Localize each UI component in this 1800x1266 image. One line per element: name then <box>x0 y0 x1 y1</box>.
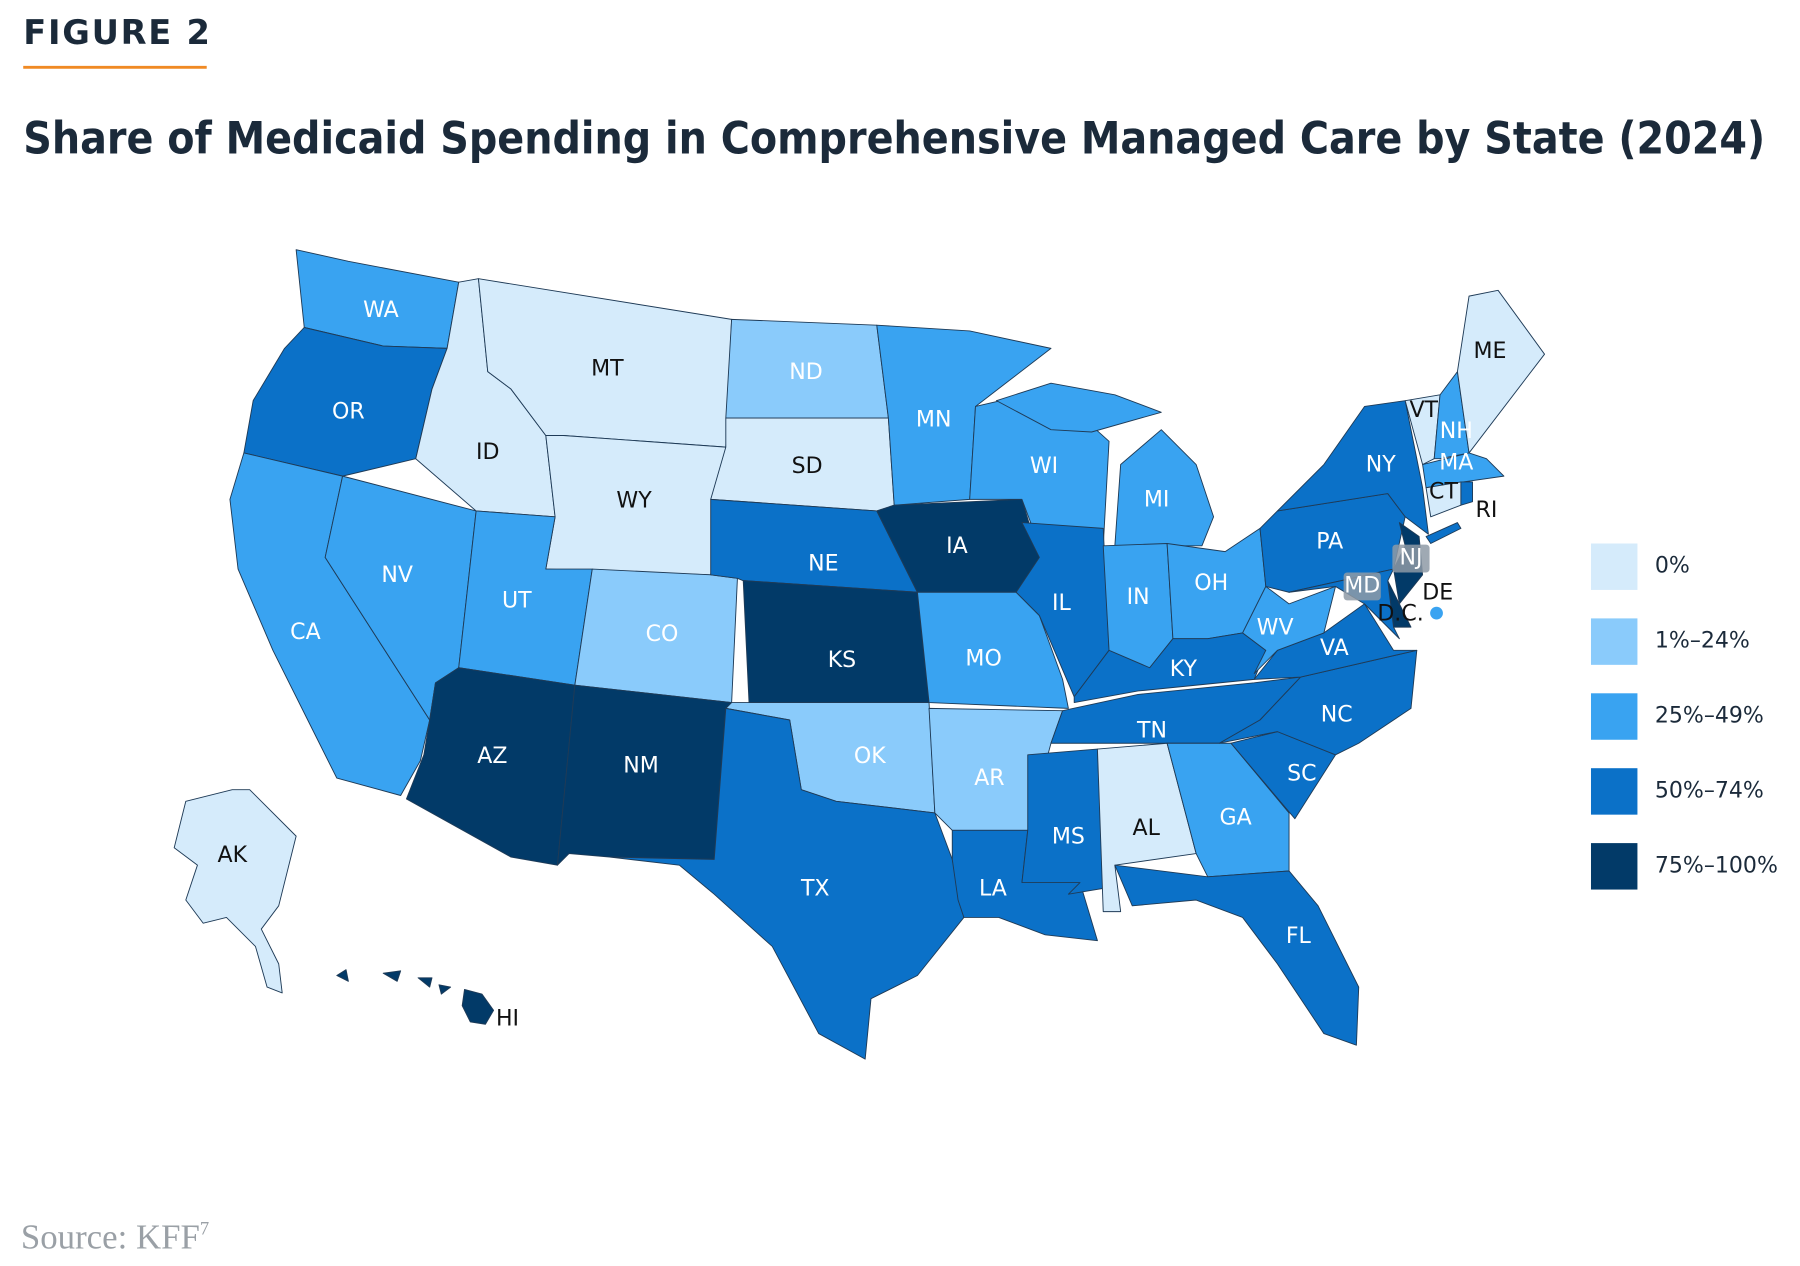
state <box>1460 481 1473 506</box>
state-label: VA <box>1320 636 1349 661</box>
state-label: RI <box>1476 498 1498 523</box>
state-label: CT <box>1429 479 1458 504</box>
state-label: WY <box>616 489 652 514</box>
state-label: MN <box>916 407 952 432</box>
state <box>243 327 448 477</box>
figure-label: FIGURE 2 <box>23 13 211 52</box>
state-label: AL <box>1133 816 1161 841</box>
state-label: SD <box>792 454 823 479</box>
state-label: NV <box>381 563 413 588</box>
legend: 0% 1%–24% 25%–49% 50%–74% 75%–100% <box>1590 543 1778 890</box>
state <box>609 707 965 1060</box>
state-label: ID <box>476 440 499 465</box>
state-label: MI <box>1144 488 1170 513</box>
state <box>742 580 930 704</box>
state <box>1114 864 1360 1046</box>
state-marker <box>1428 605 1445 621</box>
state-label: WV <box>1257 615 1294 640</box>
state-label: HI <box>496 1007 519 1032</box>
state-label: OH <box>1194 571 1228 596</box>
legend-swatch <box>1590 543 1638 590</box>
state-label: VT <box>1409 398 1438 423</box>
state-label: MO <box>965 647 1001 672</box>
state-label: OK <box>854 744 886 769</box>
state-label: D.C. <box>1377 601 1423 626</box>
state <box>173 789 297 994</box>
state <box>574 568 738 704</box>
state-label: CO <box>646 622 679 647</box>
state-label: NE <box>808 551 838 576</box>
label-box <box>1392 544 1430 573</box>
state-label: NH <box>1440 419 1473 444</box>
legend-swatch <box>1590 618 1638 665</box>
state-label: TX <box>800 877 830 902</box>
state-label: TN <box>1136 719 1167 744</box>
legend-swatch <box>1590 843 1638 890</box>
state-label: AK <box>217 843 247 868</box>
state-label: SC <box>1287 762 1316 787</box>
state-label: CA <box>290 620 320 645</box>
state-label: MT <box>591 356 624 381</box>
state-label: GA <box>1220 806 1252 831</box>
state-label: DE <box>1422 580 1453 605</box>
state <box>1456 289 1545 454</box>
legend-label: 75%–100% <box>1655 853 1778 878</box>
label-box <box>1343 572 1381 601</box>
state-label: AR <box>974 766 1004 791</box>
state-label: MD <box>1344 573 1380 598</box>
state-label: KS <box>828 648 856 673</box>
state-label: OR <box>332 399 365 424</box>
legend-swatch <box>1590 768 1638 815</box>
state-label: ND <box>789 360 822 385</box>
state-label: KY <box>1170 657 1198 682</box>
chart-title: Share of Medicaid Spending in Comprehens… <box>23 114 1765 165</box>
source-text: Source: KFF <box>21 1217 200 1256</box>
legend-label: 1%–24% <box>1655 629 1750 654</box>
state-label: IL <box>1052 591 1072 616</box>
state-label: WI <box>1030 454 1058 479</box>
map: WA OR CA NV ID MT WY UT CO AZ NM ND SD NE KS OK TX MN IA MO… <box>173 249 1545 1060</box>
state-label: IA <box>946 534 968 559</box>
state-label: AZ <box>477 744 507 769</box>
state-label: FL <box>1286 924 1312 949</box>
state-label: NJ <box>1399 546 1422 571</box>
state-label: ME <box>1473 339 1506 364</box>
source-ref: 7 <box>200 1218 209 1239</box>
state <box>1242 585 1336 675</box>
state-label: LA <box>979 877 1007 902</box>
legend-label: 25%–49% <box>1655 704 1764 729</box>
source: Source: KFF7 <box>21 1217 209 1256</box>
state-label: MS <box>1052 824 1085 849</box>
state-label: PA <box>1316 529 1343 554</box>
state-label: MA <box>1439 450 1473 475</box>
legend-swatch <box>1590 693 1638 740</box>
figure-content: FIGURE 2 Share of Medicaid Spending in C… <box>21 13 1778 1256</box>
state-label: WA <box>363 298 399 323</box>
state <box>1021 748 1104 895</box>
legend-label: 0% <box>1655 554 1690 579</box>
state-label: NC <box>1321 702 1353 727</box>
legend-label: 50%–74% <box>1655 778 1764 803</box>
state <box>995 382 1215 547</box>
state-label: UT <box>502 589 532 614</box>
state-label: NY <box>1366 453 1396 478</box>
state-label: IN <box>1127 585 1150 610</box>
state-label: NM <box>623 753 659 778</box>
state <box>1276 400 1462 544</box>
state <box>336 969 495 1025</box>
